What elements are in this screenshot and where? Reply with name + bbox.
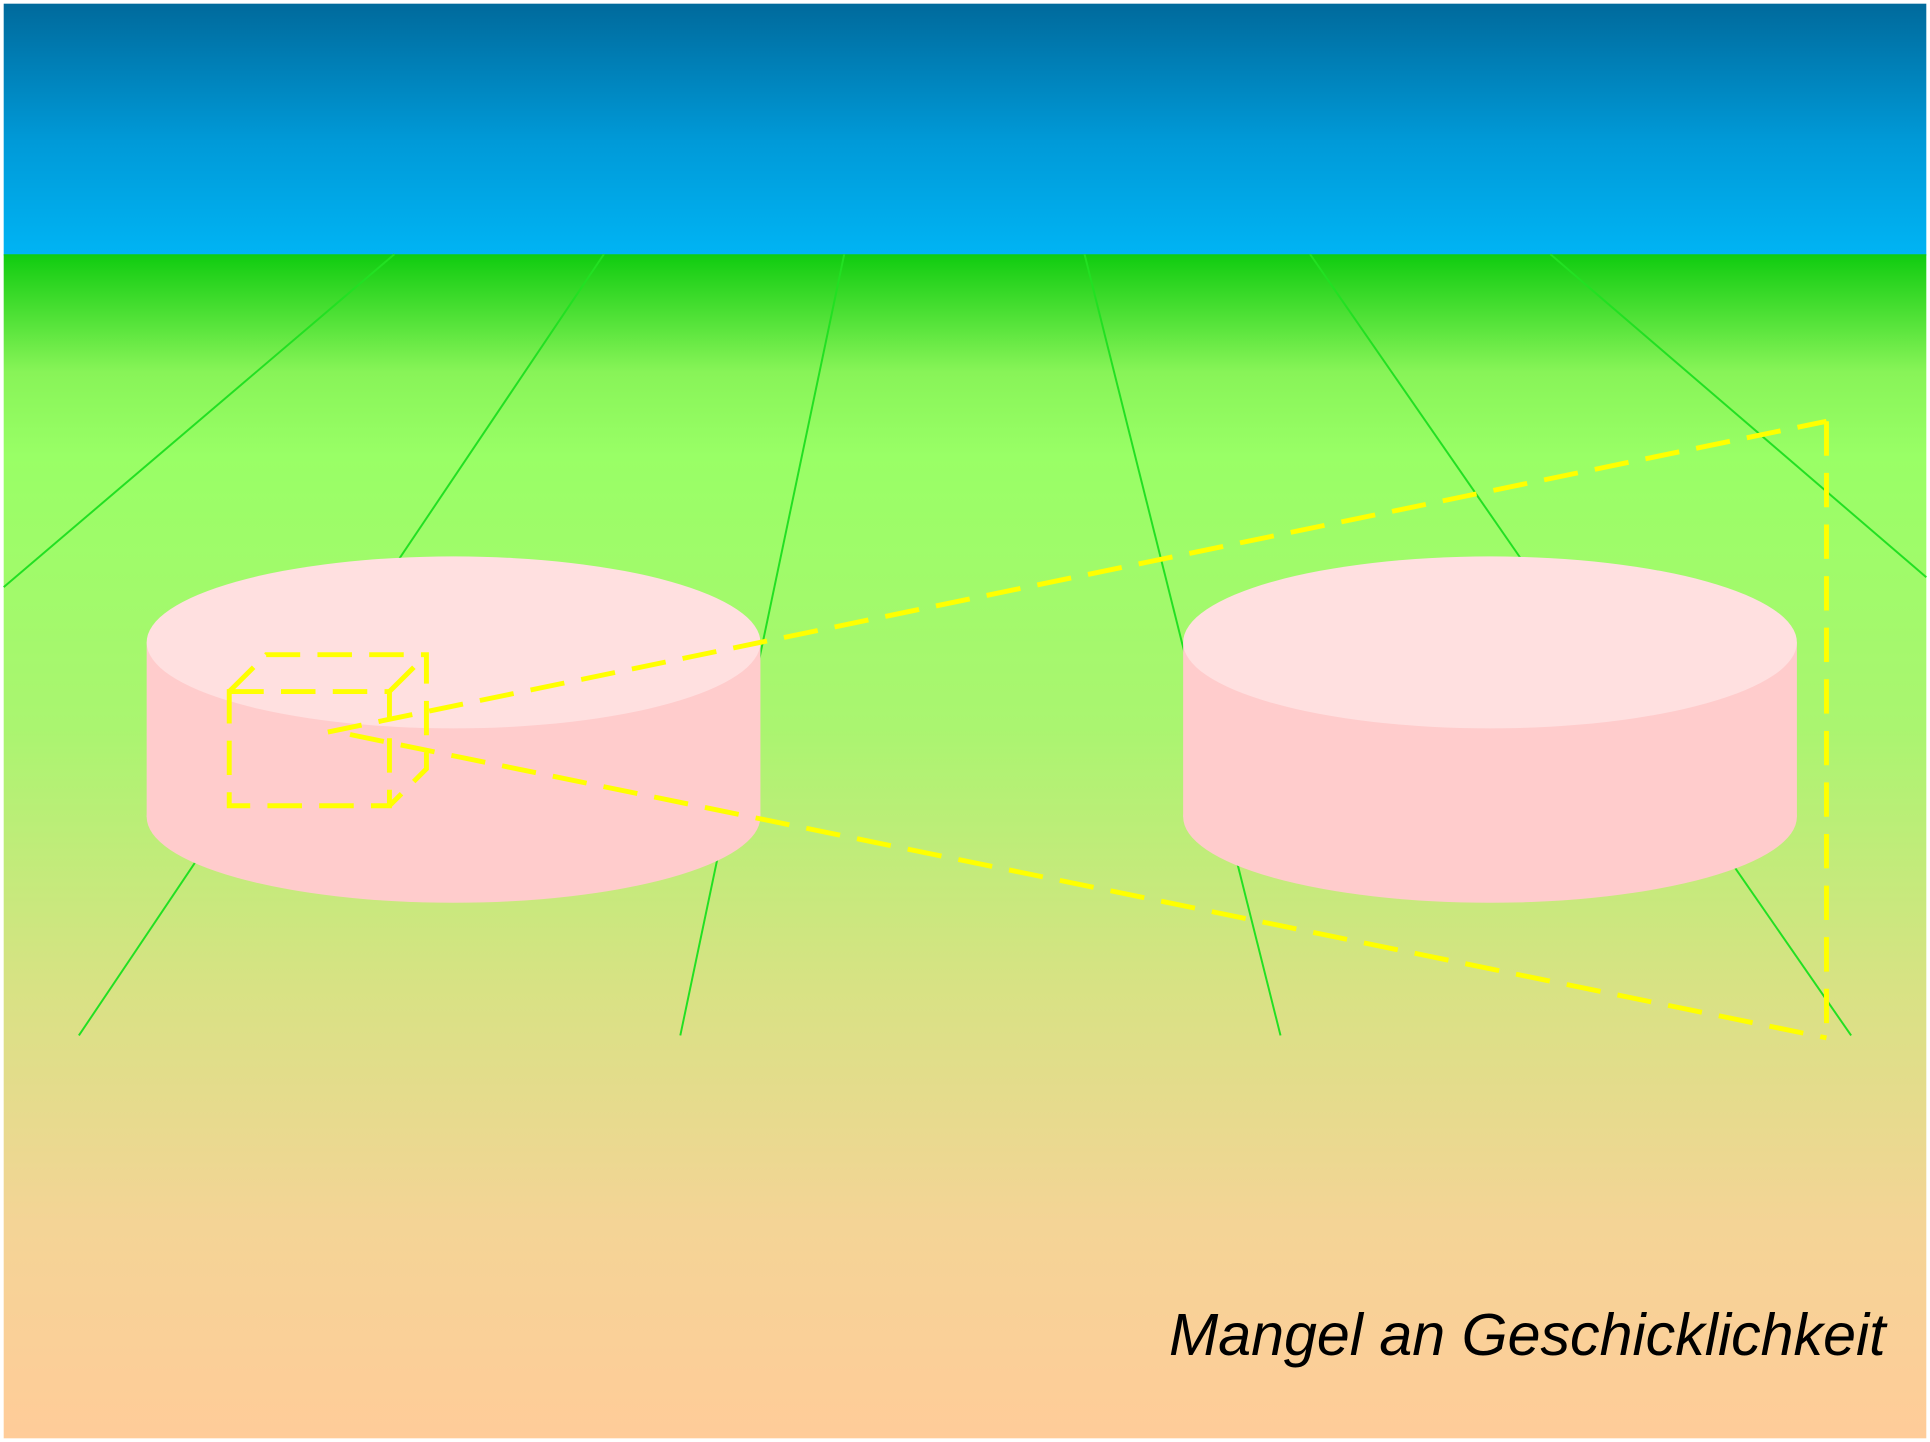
page: Mangel an Geschicklichkeit (() => { cons…: [0, 0, 1930, 1442]
cylinder-right: [1183, 556, 1797, 902]
caption: Mangel an Geschicklichkeit: [1169, 1302, 1888, 1368]
scene: Mangel an Geschicklichkeit: [0, 0, 1930, 1442]
cylinder-left: [147, 556, 761, 902]
sky: [4, 4, 1927, 256]
cylinder-top: [1183, 556, 1797, 728]
cylinder-top: [147, 556, 761, 728]
